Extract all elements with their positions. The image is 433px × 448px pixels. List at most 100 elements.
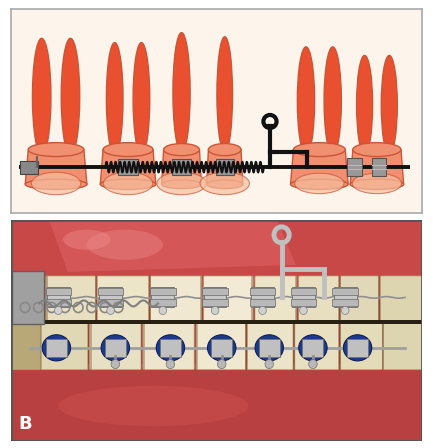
- Ellipse shape: [173, 33, 190, 152]
- Ellipse shape: [304, 340, 323, 356]
- Polygon shape: [100, 150, 156, 184]
- FancyBboxPatch shape: [347, 339, 368, 357]
- Ellipse shape: [350, 179, 404, 190]
- FancyBboxPatch shape: [46, 276, 95, 323]
- Ellipse shape: [63, 229, 110, 250]
- Polygon shape: [49, 220, 296, 272]
- Circle shape: [217, 360, 226, 369]
- Ellipse shape: [200, 172, 249, 195]
- Circle shape: [259, 306, 266, 314]
- FancyBboxPatch shape: [152, 287, 174, 307]
- Circle shape: [211, 306, 219, 314]
- FancyBboxPatch shape: [97, 276, 149, 323]
- Ellipse shape: [212, 340, 231, 356]
- Ellipse shape: [87, 229, 163, 260]
- Ellipse shape: [255, 335, 284, 361]
- Ellipse shape: [352, 173, 402, 194]
- FancyBboxPatch shape: [202, 289, 228, 296]
- FancyBboxPatch shape: [295, 321, 339, 370]
- Ellipse shape: [324, 47, 341, 155]
- FancyBboxPatch shape: [98, 299, 123, 306]
- Ellipse shape: [260, 340, 279, 356]
- FancyBboxPatch shape: [340, 321, 382, 370]
- Ellipse shape: [106, 340, 125, 356]
- FancyBboxPatch shape: [291, 289, 316, 296]
- Ellipse shape: [133, 43, 150, 155]
- FancyBboxPatch shape: [303, 339, 323, 357]
- FancyBboxPatch shape: [150, 299, 176, 306]
- FancyBboxPatch shape: [247, 321, 293, 370]
- Ellipse shape: [25, 179, 87, 190]
- Circle shape: [111, 360, 120, 369]
- FancyBboxPatch shape: [46, 339, 67, 357]
- Ellipse shape: [353, 142, 401, 156]
- Ellipse shape: [157, 172, 206, 195]
- FancyBboxPatch shape: [380, 276, 423, 323]
- Ellipse shape: [103, 142, 153, 156]
- Ellipse shape: [101, 335, 129, 361]
- FancyBboxPatch shape: [372, 158, 386, 176]
- FancyBboxPatch shape: [347, 158, 362, 176]
- FancyBboxPatch shape: [143, 321, 194, 370]
- Polygon shape: [11, 220, 422, 300]
- FancyBboxPatch shape: [45, 299, 71, 306]
- FancyBboxPatch shape: [292, 287, 315, 307]
- Ellipse shape: [61, 39, 80, 155]
- FancyBboxPatch shape: [98, 289, 123, 296]
- FancyBboxPatch shape: [216, 159, 234, 175]
- Bar: [11, 320, 422, 324]
- FancyBboxPatch shape: [160, 339, 181, 357]
- Polygon shape: [207, 150, 243, 184]
- FancyBboxPatch shape: [150, 289, 176, 296]
- Ellipse shape: [208, 143, 241, 155]
- Ellipse shape: [103, 172, 153, 195]
- Ellipse shape: [107, 43, 123, 155]
- Circle shape: [342, 306, 349, 314]
- FancyBboxPatch shape: [250, 299, 275, 306]
- Polygon shape: [350, 150, 404, 184]
- Ellipse shape: [217, 37, 233, 152]
- FancyBboxPatch shape: [10, 321, 40, 370]
- Ellipse shape: [299, 335, 327, 361]
- Circle shape: [166, 360, 174, 369]
- Ellipse shape: [164, 143, 200, 155]
- Bar: [11, 364, 422, 441]
- FancyBboxPatch shape: [204, 287, 226, 307]
- FancyBboxPatch shape: [250, 289, 275, 296]
- FancyBboxPatch shape: [196, 321, 246, 370]
- FancyBboxPatch shape: [20, 161, 38, 174]
- FancyBboxPatch shape: [333, 299, 358, 306]
- Circle shape: [265, 360, 274, 369]
- FancyBboxPatch shape: [340, 276, 378, 323]
- FancyBboxPatch shape: [383, 321, 423, 370]
- Circle shape: [300, 306, 307, 314]
- Ellipse shape: [58, 386, 248, 426]
- Circle shape: [159, 306, 167, 314]
- Ellipse shape: [207, 180, 243, 189]
- FancyBboxPatch shape: [151, 276, 202, 323]
- FancyBboxPatch shape: [333, 289, 358, 296]
- Ellipse shape: [162, 180, 201, 189]
- FancyBboxPatch shape: [202, 299, 228, 306]
- Ellipse shape: [32, 39, 51, 155]
- FancyBboxPatch shape: [10, 276, 45, 323]
- Ellipse shape: [156, 335, 185, 361]
- Ellipse shape: [348, 340, 367, 356]
- Ellipse shape: [297, 47, 315, 155]
- Polygon shape: [291, 150, 348, 184]
- Circle shape: [55, 306, 62, 314]
- Ellipse shape: [381, 56, 397, 154]
- Circle shape: [107, 306, 114, 314]
- Ellipse shape: [295, 173, 344, 194]
- FancyBboxPatch shape: [47, 287, 70, 307]
- Ellipse shape: [32, 172, 81, 195]
- Polygon shape: [25, 150, 87, 184]
- FancyBboxPatch shape: [45, 289, 71, 296]
- FancyBboxPatch shape: [99, 287, 122, 307]
- Ellipse shape: [343, 335, 372, 361]
- FancyBboxPatch shape: [299, 276, 339, 323]
- Ellipse shape: [294, 142, 345, 156]
- Ellipse shape: [356, 56, 373, 154]
- FancyBboxPatch shape: [204, 276, 253, 323]
- FancyBboxPatch shape: [251, 287, 274, 307]
